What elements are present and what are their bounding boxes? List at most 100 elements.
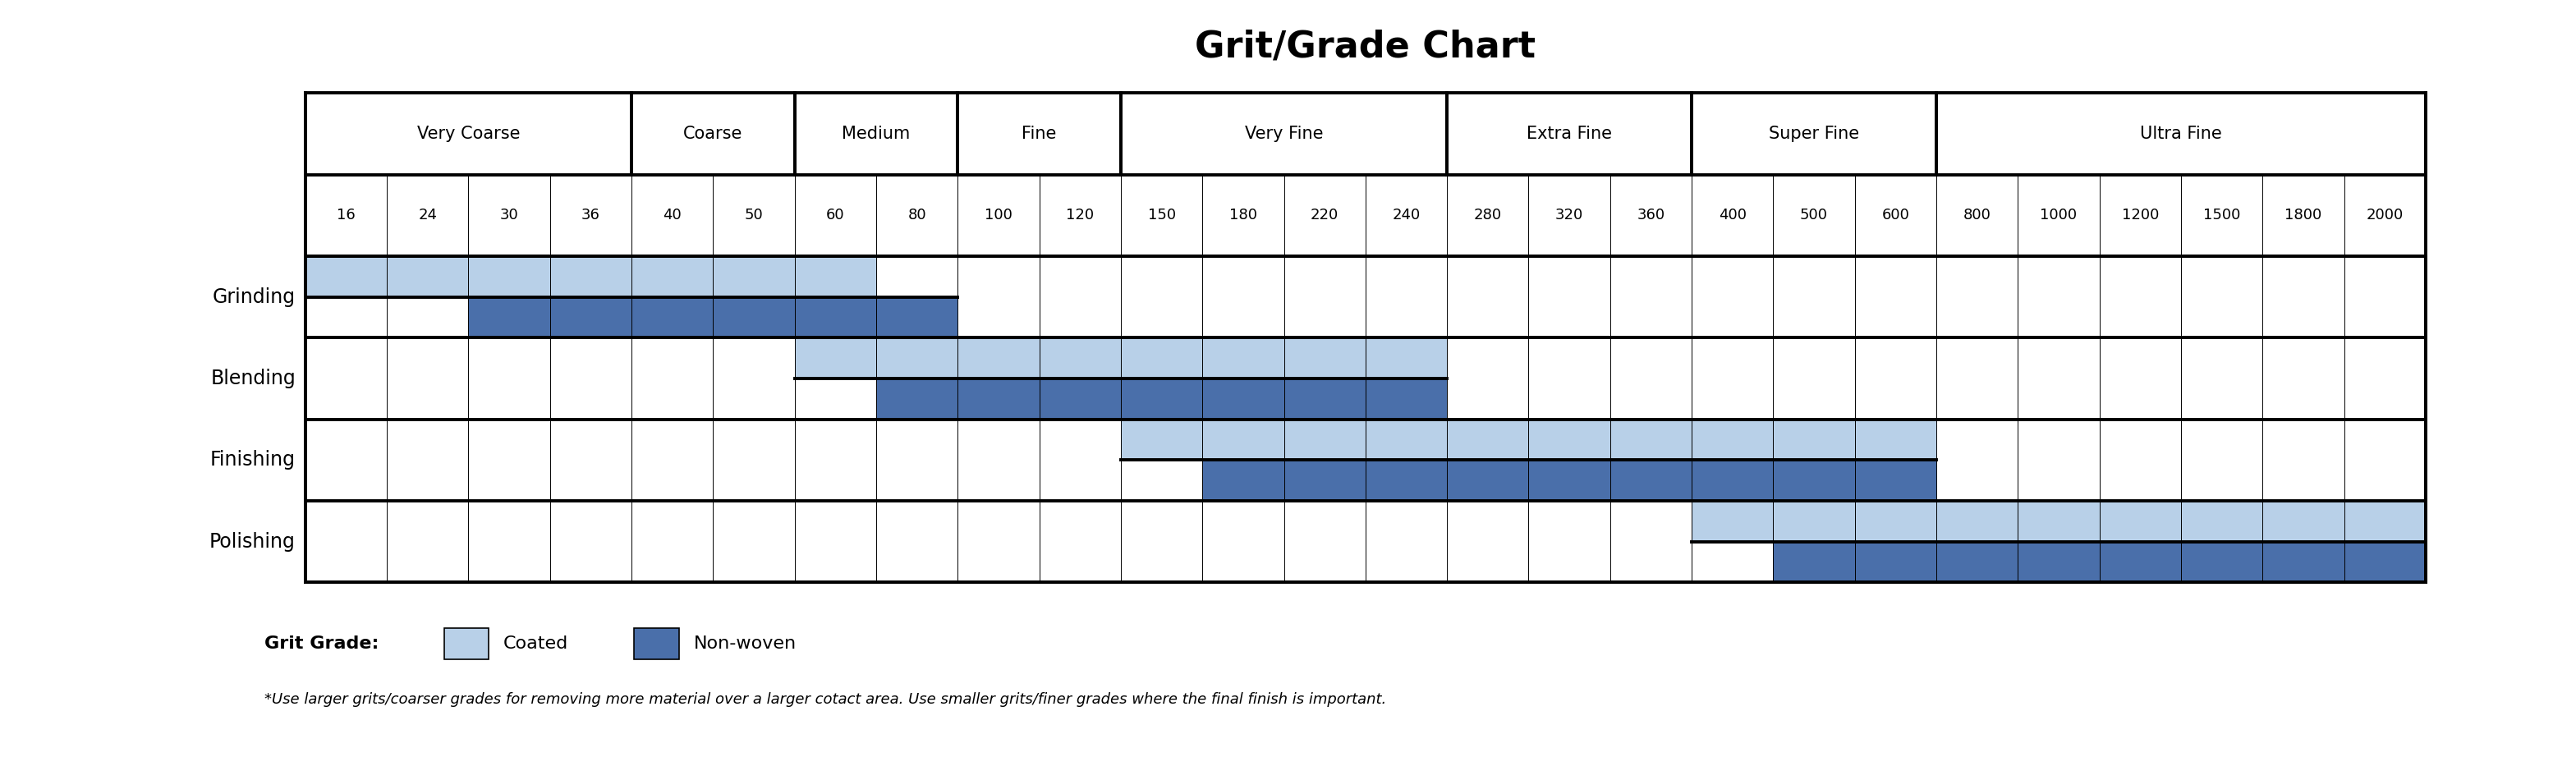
Bar bbox=[1772, 460, 1855, 501]
Bar bbox=[1121, 378, 1203, 419]
Text: 36: 36 bbox=[582, 208, 600, 223]
Bar bbox=[1772, 419, 1855, 460]
Text: Very Fine: Very Fine bbox=[1244, 126, 1324, 142]
Bar bbox=[1365, 419, 1448, 460]
Text: 24: 24 bbox=[417, 208, 438, 223]
Bar bbox=[1855, 419, 1937, 460]
Bar bbox=[793, 256, 876, 297]
Bar bbox=[1203, 378, 1283, 419]
Bar bbox=[2262, 541, 2344, 582]
Text: Grit/Grade Chart: Grit/Grade Chart bbox=[1195, 30, 1535, 64]
Text: Extra Fine: Extra Fine bbox=[1528, 126, 1613, 142]
Text: 1000: 1000 bbox=[2040, 208, 2076, 223]
Bar bbox=[1283, 419, 1365, 460]
Text: 180: 180 bbox=[1229, 208, 1257, 223]
Bar bbox=[631, 256, 714, 297]
Text: 360: 360 bbox=[1636, 208, 1664, 223]
Text: 16: 16 bbox=[337, 208, 355, 223]
Text: Blending: Blending bbox=[211, 369, 296, 388]
Bar bbox=[1528, 460, 1610, 501]
Text: 30: 30 bbox=[500, 208, 518, 223]
Bar bbox=[876, 338, 958, 378]
Text: Super Fine: Super Fine bbox=[1770, 126, 1860, 142]
Bar bbox=[1937, 501, 2017, 541]
Bar bbox=[2017, 501, 2099, 541]
Bar bbox=[1365, 378, 1448, 419]
Bar bbox=[1937, 541, 2017, 582]
Bar bbox=[958, 378, 1038, 419]
Bar bbox=[1203, 419, 1283, 460]
Bar bbox=[2344, 541, 2427, 582]
Bar bbox=[1283, 338, 1365, 378]
Bar bbox=[307, 256, 386, 297]
Bar bbox=[1121, 419, 1203, 460]
Bar bbox=[1692, 419, 1772, 460]
Bar bbox=[1855, 501, 1937, 541]
Text: Finishing: Finishing bbox=[211, 450, 296, 470]
Bar bbox=[2017, 541, 2099, 582]
Text: 500: 500 bbox=[1801, 208, 1829, 223]
Text: 120: 120 bbox=[1066, 208, 1095, 223]
Text: 2000: 2000 bbox=[2367, 208, 2403, 223]
Bar bbox=[1038, 338, 1121, 378]
Bar bbox=[793, 338, 876, 378]
Bar bbox=[876, 297, 958, 338]
Text: Ultra Fine: Ultra Fine bbox=[2141, 126, 2223, 142]
Text: 60: 60 bbox=[827, 208, 845, 223]
Bar bbox=[958, 338, 1038, 378]
Text: Coated: Coated bbox=[502, 635, 569, 652]
Text: 1500: 1500 bbox=[2202, 208, 2241, 223]
Bar bbox=[1692, 501, 1772, 541]
Text: 400: 400 bbox=[1718, 208, 1747, 223]
Text: 280: 280 bbox=[1473, 208, 1502, 223]
Bar bbox=[1283, 378, 1365, 419]
Bar bbox=[1121, 338, 1203, 378]
Text: 150: 150 bbox=[1146, 208, 1175, 223]
Bar bbox=[1610, 460, 1692, 501]
Bar bbox=[549, 297, 631, 338]
Text: Medium: Medium bbox=[842, 126, 909, 142]
Bar bbox=[2182, 501, 2262, 541]
Bar bbox=[1365, 460, 1448, 501]
Bar bbox=[1772, 541, 1855, 582]
Bar bbox=[631, 297, 714, 338]
Text: *Use larger grits/coarser grades for removing more material over a larger cotact: *Use larger grits/coarser grades for rem… bbox=[265, 693, 1386, 707]
Bar bbox=[2099, 501, 2182, 541]
Bar bbox=[2344, 501, 2427, 541]
Bar bbox=[469, 256, 549, 297]
Bar bbox=[549, 256, 631, 297]
Bar bbox=[2182, 541, 2262, 582]
Bar bbox=[714, 256, 793, 297]
Bar bbox=[443, 628, 489, 659]
Bar bbox=[634, 628, 680, 659]
Bar bbox=[386, 256, 469, 297]
Bar bbox=[2099, 541, 2182, 582]
Bar bbox=[469, 297, 549, 338]
Text: Non-woven: Non-woven bbox=[693, 635, 796, 652]
Bar bbox=[1365, 338, 1448, 378]
Text: Polishing: Polishing bbox=[209, 531, 296, 551]
Text: 220: 220 bbox=[1311, 208, 1340, 223]
Text: 50: 50 bbox=[744, 208, 762, 223]
Text: 100: 100 bbox=[984, 208, 1012, 223]
Bar bbox=[714, 297, 793, 338]
Text: 40: 40 bbox=[662, 208, 683, 223]
Text: 600: 600 bbox=[1880, 208, 1909, 223]
Text: Very Coarse: Very Coarse bbox=[417, 126, 520, 142]
Bar bbox=[1203, 460, 1283, 501]
Bar bbox=[1448, 460, 1528, 501]
Bar bbox=[876, 378, 958, 419]
Bar bbox=[1448, 419, 1528, 460]
Bar bbox=[1203, 338, 1283, 378]
Text: Grinding: Grinding bbox=[211, 287, 296, 307]
Text: Fine: Fine bbox=[1023, 126, 1056, 142]
Text: 1800: 1800 bbox=[2285, 208, 2321, 223]
Text: 240: 240 bbox=[1391, 208, 1419, 223]
Text: 320: 320 bbox=[1556, 208, 1584, 223]
Bar bbox=[1855, 541, 1937, 582]
Bar bbox=[1772, 501, 1855, 541]
Text: 800: 800 bbox=[1963, 208, 1991, 223]
Bar bbox=[1528, 419, 1610, 460]
Text: Grit Grade:: Grit Grade: bbox=[265, 635, 379, 652]
Text: 1200: 1200 bbox=[2123, 208, 2159, 223]
